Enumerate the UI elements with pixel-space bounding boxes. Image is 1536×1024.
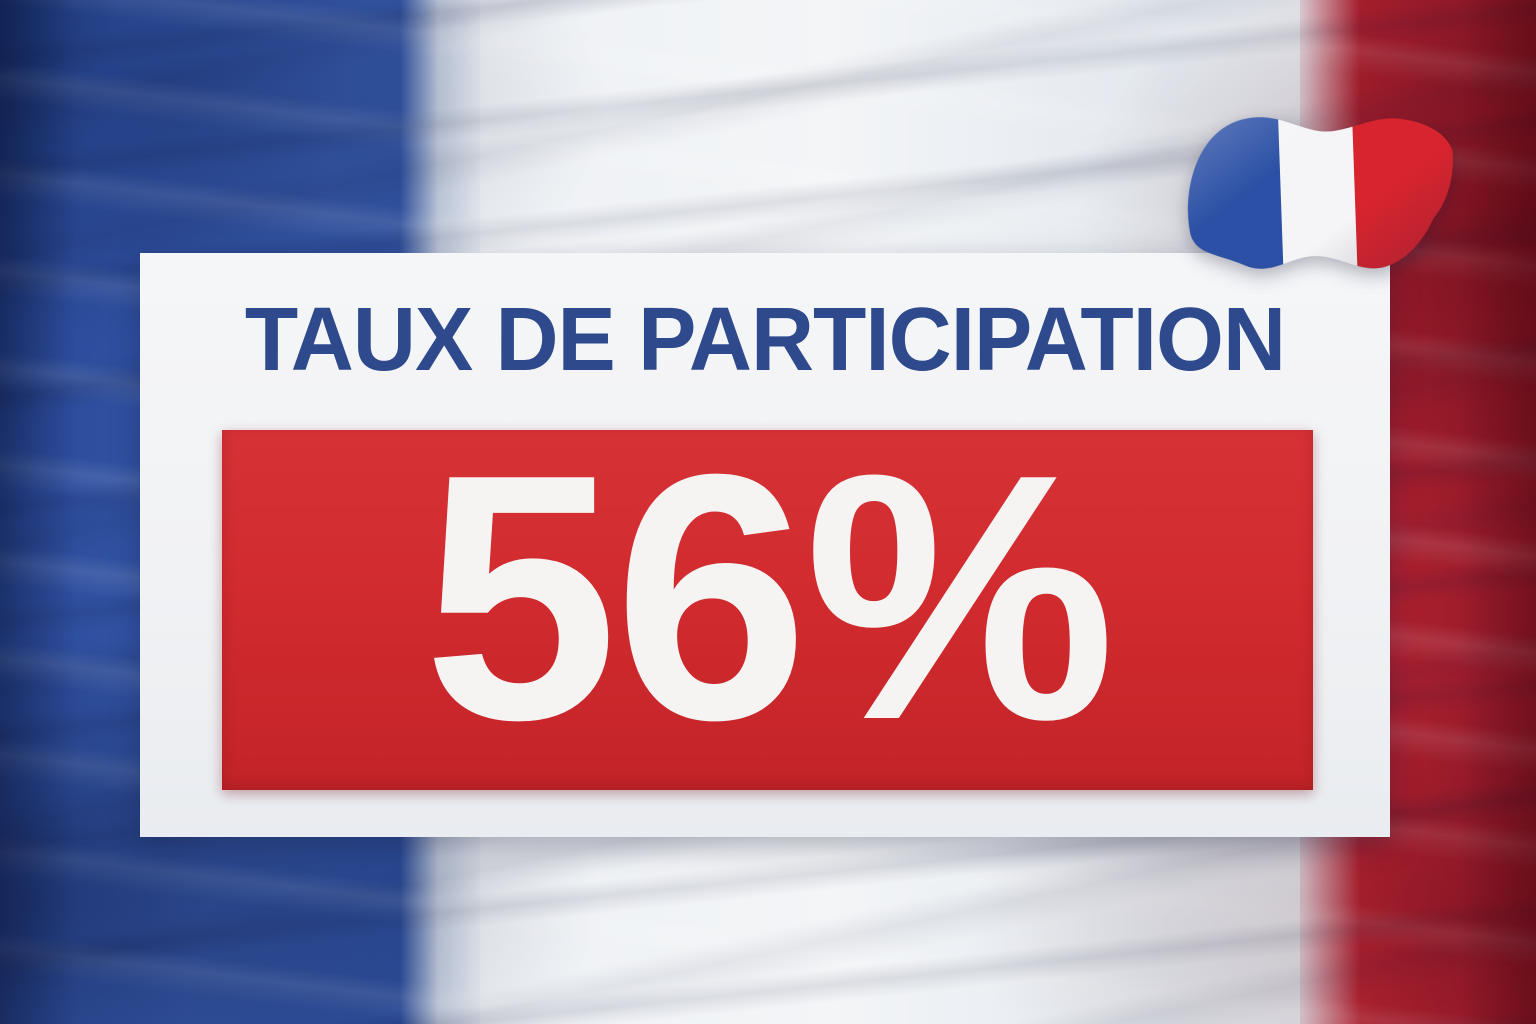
- value-box: 56%: [222, 423, 1313, 790]
- stat-card-title: TAUX DE PARTICIPATION: [244, 290, 1286, 390]
- french-flag-icon: [1184, 110, 1457, 275]
- participation-value: 56%: [423, 402, 1116, 793]
- stat-card: TAUX DE PARTICIPATION 56%: [140, 253, 1390, 837]
